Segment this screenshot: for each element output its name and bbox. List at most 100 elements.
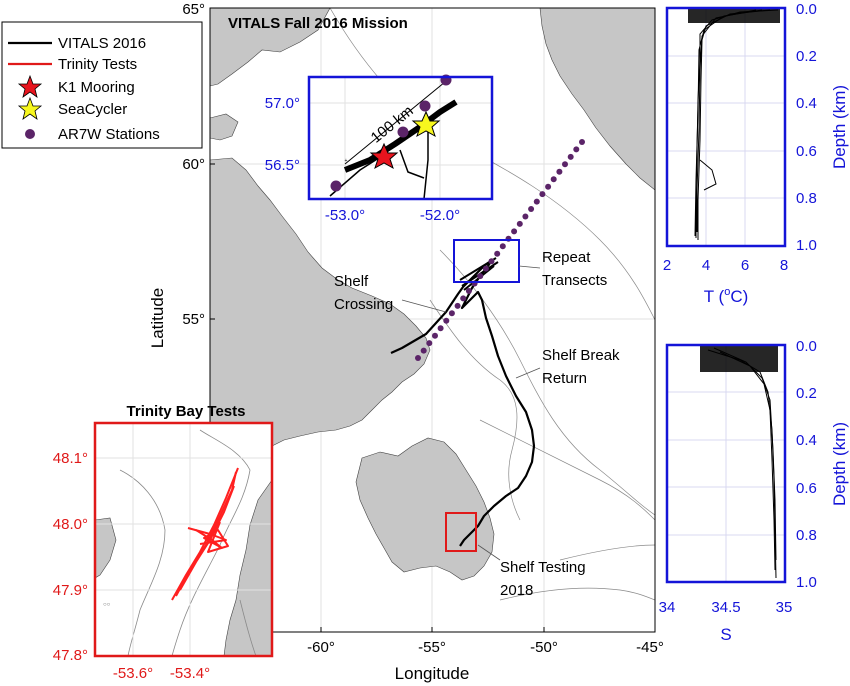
temperature-tick-4: 4: [702, 257, 710, 274]
trinity-lat-tick-478: 47.8°: [53, 647, 88, 664]
temperature-depth-tick-08: 0.8: [796, 190, 817, 207]
temperature-depth-tick-06: 0.6: [796, 143, 817, 160]
salinity-tick-35: 35: [776, 599, 793, 616]
ar7w-station-dot: [488, 258, 495, 265]
trinity-lat-tick-479: 47.9°: [53, 582, 88, 599]
trinity-inset: ○○ Trinity Bay Tests 48.1° 48.0° 47.9° 4…: [53, 403, 274, 682]
lon-tick-45: -45°: [636, 639, 664, 656]
salinity-depth-tick-04: 0.4: [796, 432, 817, 449]
lon-tick-60: -60°: [307, 639, 335, 656]
latitude-axis-label: Latitude: [148, 288, 167, 349]
legend-label-ar7w: AR7W Stations: [58, 126, 160, 143]
zoom-inset-grid: [309, 77, 492, 199]
salinity-depth-axis-label: Depth (km): [830, 422, 849, 506]
salinity-profile: 34 34.5 35 0.0 0.2 0.4 0.6 0.8 1.0 S Dep…: [659, 338, 849, 644]
temperature-profile-frame: [665, 6, 787, 248]
temperature-depth-axis-label: Depth (km): [830, 85, 849, 169]
trinity-inset-frame: [93, 421, 274, 658]
yellow-star-icon: [17, 96, 43, 120]
annotation-leaders: [401, 265, 541, 561]
zoom-station-4: [330, 180, 342, 192]
scale-bar: [344, 81, 446, 165]
annotation-shelf-crossing-line1: Shelf: [334, 273, 369, 290]
trinity-bathymetry: [119, 429, 257, 656]
legend-label-seacycler: SeaCycler: [58, 101, 127, 118]
ar7w-station-dot: [562, 161, 568, 168]
annotation-repeat-line2: Transects: [542, 272, 607, 289]
ar7w-station-dot: [522, 213, 529, 220]
lat-tick-60: 60°: [182, 156, 205, 173]
ar7w-station-dot: [420, 347, 427, 354]
greenland-land: [539, 8, 655, 191]
lat-tick-55: 55°: [182, 311, 205, 328]
ar7w-stations: [415, 139, 585, 361]
salinity-depth-tick-02: 0.2: [796, 385, 817, 402]
ar7w-station-dot: [482, 265, 489, 272]
newfoundland-land: [355, 437, 495, 581]
ar7w-station-dot: [432, 332, 438, 339]
salinity-tick-345: 34.5: [711, 599, 740, 616]
ar7w-station-dot: [539, 191, 546, 198]
trinity-lon-tick-534: -53.4°: [170, 665, 210, 682]
temperature-profile: 2 4 6 8 0.0 0.2 0.4 0.6 0.8 1.0 T (oC) D…: [663, 1, 849, 306]
annotation-shelf-crossing-line2: Crossing: [334, 296, 393, 313]
zoom-station-3: [397, 126, 409, 138]
ar7w-station-dot: [499, 243, 506, 250]
trinity-lat-tick-481: 48.1°: [53, 450, 88, 467]
trinity-grid: [95, 423, 272, 656]
annotation-shelf-testing-line2: 2018: [500, 582, 533, 599]
ar7w-station-dot: [579, 139, 585, 145]
temperature-grid: [667, 8, 785, 246]
legend-label-trinity: Trinity Tests: [58, 56, 137, 73]
baffin-land-south: [210, 113, 239, 141]
ar7w-station-dot: [545, 183, 552, 190]
ar7w-station-dot: [477, 273, 484, 280]
annotation-repeat-line1: Repeat: [542, 249, 591, 266]
temperature-depth-tick-0: 0.0: [796, 1, 817, 18]
ar7w-station-dot: [567, 153, 574, 160]
lon-tick-55: -55°: [418, 639, 446, 656]
main-map-title: VITALS Fall 2016 Mission: [228, 15, 408, 32]
labrador-land: [210, 157, 431, 447]
temperature-depth-tick-04: 0.4: [796, 95, 817, 112]
zoom-lon-tick-52: -52.0°: [420, 207, 460, 224]
trinity-lon-tick-536: -53.6°: [113, 665, 153, 682]
seacycler-star: [411, 110, 441, 138]
ar7w-station-dot: [528, 206, 535, 212]
ar7w-station-dot: [511, 228, 518, 235]
purple-dot-icon: [25, 129, 35, 139]
annotation-shelf-testing-line1: Shelf Testing: [500, 559, 586, 576]
ar7w-station-dot: [516, 220, 523, 227]
trinity-lat-tick-480: 48.0°: [53, 516, 88, 533]
ar7w-station-dot: [415, 355, 421, 361]
lon-tick-50: -50°: [530, 639, 558, 656]
ar7w-station-dot: [494, 250, 501, 257]
salinity-depth-tick-06: 0.6: [796, 480, 817, 497]
temperature-surface-band: [688, 9, 780, 23]
ar7w-station-dot: [550, 176, 557, 183]
scale-tick-a: +: [345, 158, 348, 164]
salinity-depth-tick-10: 1.0: [796, 574, 817, 591]
zoom-inset-frame: [307, 75, 494, 201]
trinity-land-west: [95, 517, 117, 579]
temperature-tick-2: 2: [663, 257, 671, 274]
ar7w-station-dot: [426, 340, 433, 347]
legend-label-vitals: VITALS 2016: [58, 35, 146, 52]
salinity-tick-34: 34: [659, 599, 676, 616]
temperature-tick-6: 6: [741, 257, 749, 274]
ar7w-station-dot: [448, 310, 455, 317]
salinity-depth-tick-08: 0.8: [796, 527, 817, 544]
ar7w-station-dot: [573, 146, 580, 153]
ar7w-station-dot: [465, 288, 472, 294]
baffin-land: [210, 8, 331, 87]
temperature-profile-bg: [667, 8, 785, 246]
zoom-lon-tick-53: -53.0°: [325, 207, 365, 224]
ar7w-station-dot: [437, 325, 444, 332]
shelf-testing-box: [445, 512, 477, 552]
zoom-inset-track: [343, 99, 458, 173]
ar7w-station-dot: [533, 198, 540, 205]
lat-tick-65: 65°: [182, 1, 205, 18]
annotation-shelf-break-line2: Return: [542, 370, 587, 387]
temperature-axis-label: T (oC): [704, 286, 749, 306]
